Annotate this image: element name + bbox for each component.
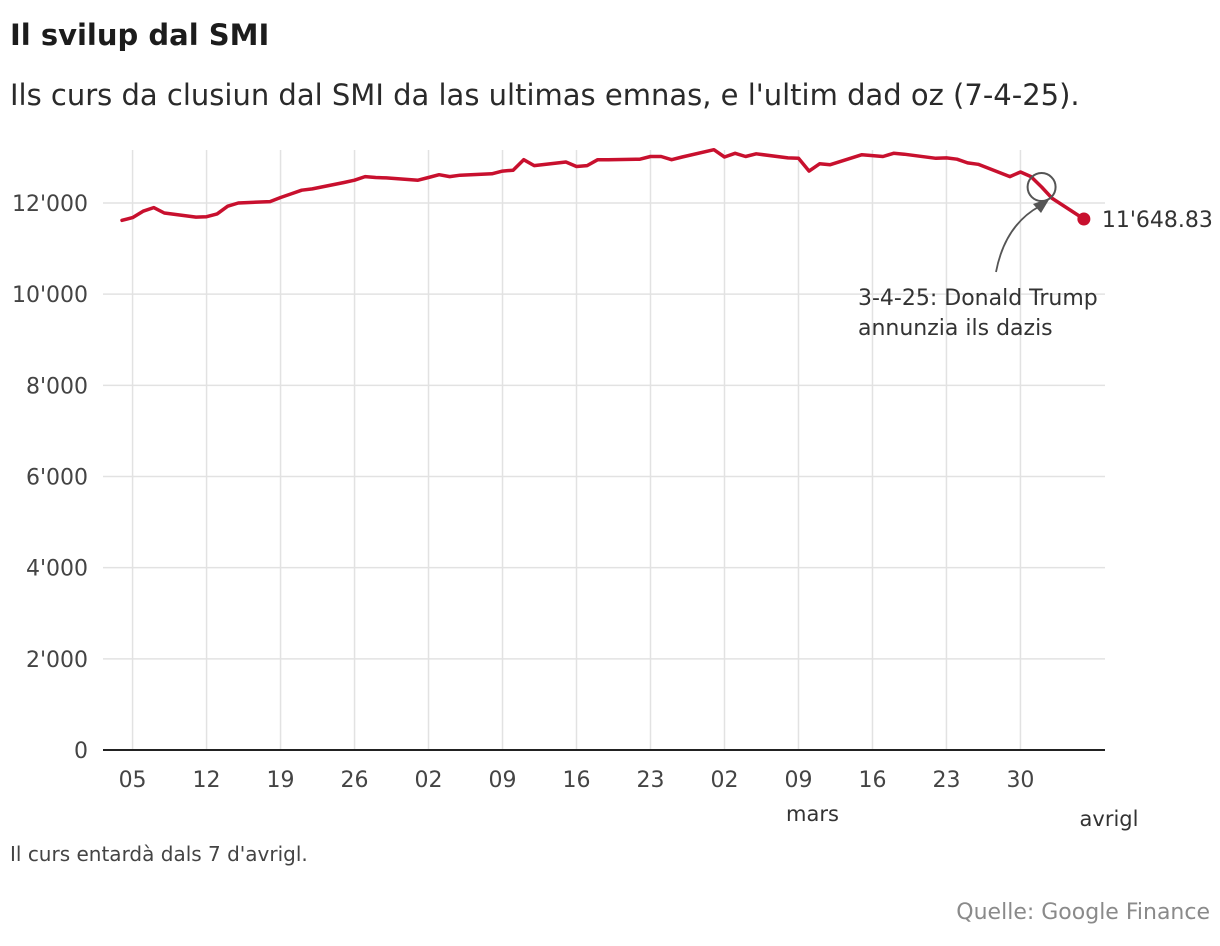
annotation-arrowhead (1033, 198, 1050, 213)
x-tick-label: 09 (784, 768, 812, 793)
x-tick-label: 12 (193, 768, 221, 793)
x-tick-label: 02 (415, 768, 443, 793)
annotation-arrow (995, 205, 1041, 273)
x-tick-label: 23 (932, 768, 960, 793)
y-tick-label: 4'000 (26, 557, 88, 582)
annotation-text: annunzia ils dazis (858, 316, 1053, 341)
smi-series-line (120, 147, 1086, 223)
y-tick-label: 8'000 (26, 374, 88, 399)
series-layer: 11'648.83 (120, 147, 1213, 233)
source-credit: Quelle: Google Finance (956, 900, 1210, 925)
grid-layer (103, 150, 1105, 750)
x-tick-label: 26 (341, 768, 369, 793)
y-tick-label: 2'000 (26, 648, 88, 673)
chart-subtitle: Ils curs da clusiun dal SMI da las ultim… (10, 78, 1080, 112)
end-point-dot (1077, 212, 1091, 226)
line-chart: 05 12 19 26 02 09 16 23 02 09 16 23 30 mars avrigl 0 2'0… (12, 147, 1213, 831)
month-label: avrigl (1080, 807, 1139, 831)
y-tick-label: 12'000 (12, 192, 88, 217)
y-tick-label: 10'000 (12, 283, 88, 308)
x-tick-label: 23 (637, 768, 665, 793)
annotation-layer: 3-4-25: Donald Trump annunzia ils dazis (858, 172, 1098, 341)
chart-title: Il svilup dal SMI (10, 18, 270, 52)
y-tick-label: 6'000 (26, 466, 88, 491)
x-tick-label: 16 (858, 768, 886, 793)
x-tick-label: 02 (710, 768, 738, 793)
x-tick-label: 05 (119, 768, 147, 793)
axis-layer: 05 12 19 26 02 09 16 23 02 09 16 23 30 mars avrigl 0 2'0… (12, 192, 1139, 831)
x-tick-label: 30 (1006, 768, 1034, 793)
x-tick-label: 09 (489, 768, 517, 793)
x-tick-label: 19 (267, 768, 295, 793)
x-tick-label: 16 (563, 768, 591, 793)
footnote: Il curs entardà dals 7 d'avrigl. (10, 842, 308, 866)
annotation-text: 3-4-25: Donald Trump (858, 286, 1098, 311)
end-value-label: 11'648.83 (1102, 208, 1213, 233)
month-label: mars (786, 802, 839, 826)
y-tick-label: 0 (74, 739, 88, 764)
